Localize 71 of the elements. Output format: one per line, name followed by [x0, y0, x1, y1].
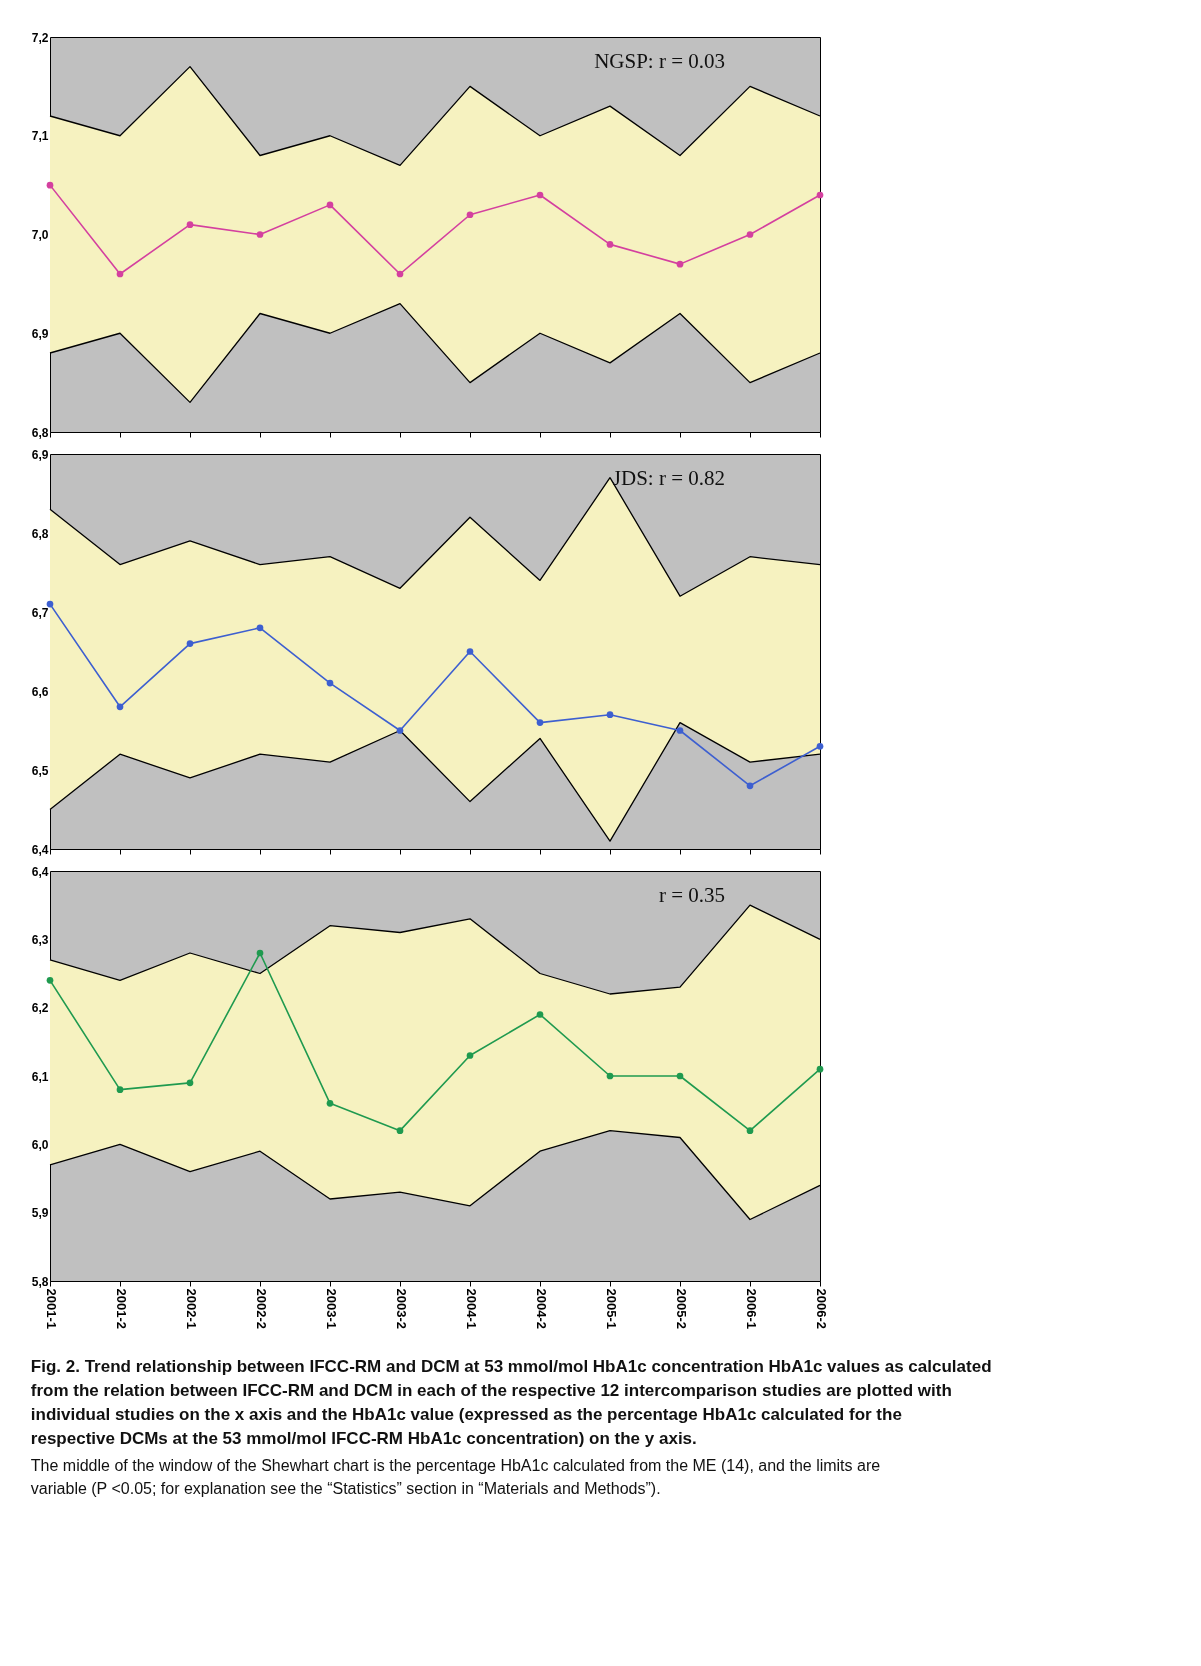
- point: [536, 719, 544, 726]
- y-tick-label: 7,0: [31, 228, 49, 242]
- y-tick-label: 6,9: [31, 447, 49, 462]
- point: [256, 231, 264, 238]
- annotation: NGSP: r = 0.03: [594, 49, 725, 73]
- point: [466, 211, 474, 219]
- point: [256, 624, 264, 632]
- y-tick-label: 6,4: [31, 864, 49, 879]
- point: [536, 1011, 544, 1018]
- point: [676, 260, 684, 268]
- point: [186, 1079, 194, 1087]
- point: [116, 703, 124, 711]
- point: [116, 1086, 124, 1094]
- point: [326, 679, 334, 687]
- point: [186, 221, 194, 228]
- y-tick-label: 6,9: [31, 326, 49, 341]
- point: [46, 976, 54, 984]
- text: The middle of the window of the Shewhart chart is the percentage HbA1c calculated from the ME (14), and the limits are variable (P <0.05; for explanation see the “Statistics” section in “Materials and Methods”).: [30, 1456, 881, 1497]
- x-tick-label: 2002-2: [253, 1288, 269, 1329]
- y-tick-label: 5,8: [31, 1274, 49, 1289]
- point: [256, 949, 264, 957]
- point: [46, 600, 54, 608]
- y-tick-label: 6,2: [31, 1001, 49, 1016]
- point: [606, 241, 614, 248]
- point: [326, 201, 334, 209]
- point: [816, 191, 824, 199]
- point: [606, 711, 614, 719]
- point: [816, 742, 824, 750]
- point: [466, 1052, 474, 1059]
- x-tick-label: 2005-2: [673, 1288, 689, 1329]
- y-tick-label: 5,9: [31, 1206, 49, 1221]
- point: [396, 1127, 404, 1135]
- x-tick-label: 2006-2: [813, 1288, 829, 1329]
- point: [396, 727, 404, 734]
- x-tick-label: 2001-1: [43, 1288, 59, 1329]
- y-tick-label: 6,3: [31, 932, 49, 947]
- y-tick-label: 6,5: [31, 763, 49, 778]
- y-tick-label: 6,7: [31, 605, 49, 620]
- point: [746, 782, 754, 790]
- point: [186, 640, 194, 647]
- point: [746, 1127, 754, 1135]
- y-tick-label: 6,0: [31, 1137, 49, 1152]
- point: [466, 648, 474, 655]
- text: Fig. 2. Trend relationship between IFCC-RM and DCM at 53 mmol/mol HbA1c concentration HbA1c values as calculated from the relation between IFCC-RM and DCM in each of the respective 12 intercomparison studies are plotted with individual studies on the x axis and the HbA1c value (expressed as the percentage HbA1c calculated for the respective DCMs at the 53 mmol/mol IFCC-RM HbA1c concentration) on the y axis.: [30, 1356, 992, 1448]
- point: [536, 191, 544, 199]
- y-tick-label: 6,4: [31, 842, 49, 857]
- point: [676, 1072, 684, 1080]
- point: [606, 1072, 614, 1080]
- y-tick-label: 6,8: [31, 425, 49, 440]
- x-tick-label: 2005-1: [603, 1288, 619, 1329]
- x-tick-label: 2001-2: [113, 1288, 129, 1329]
- x-tick-label: 2004-1: [463, 1288, 479, 1329]
- point: [676, 727, 684, 734]
- point: [326, 1099, 334, 1107]
- y-tick-label: 6,1: [31, 1069, 49, 1084]
- y-tick-label: 6,6: [31, 684, 49, 699]
- y-tick-label: 7,1: [31, 129, 49, 144]
- annotation: JDS: r = 0.82: [612, 466, 725, 490]
- point: [46, 181, 54, 189]
- x-tick-label: 2002-1: [183, 1288, 199, 1329]
- x-tick-label: 2006-1: [743, 1288, 759, 1329]
- x-tick-label: 2003-2: [393, 1288, 409, 1329]
- x-tick-label: 2004-2: [533, 1288, 549, 1329]
- point: [116, 270, 124, 278]
- point: [396, 270, 404, 278]
- y-tick-label: 7,2: [31, 30, 49, 45]
- annotation: r = 0.35: [658, 883, 725, 907]
- point: [816, 1065, 824, 1073]
- point: [746, 231, 754, 238]
- y-tick-label: 6,8: [31, 526, 49, 541]
- x-tick-label: 2003-1: [323, 1288, 339, 1329]
